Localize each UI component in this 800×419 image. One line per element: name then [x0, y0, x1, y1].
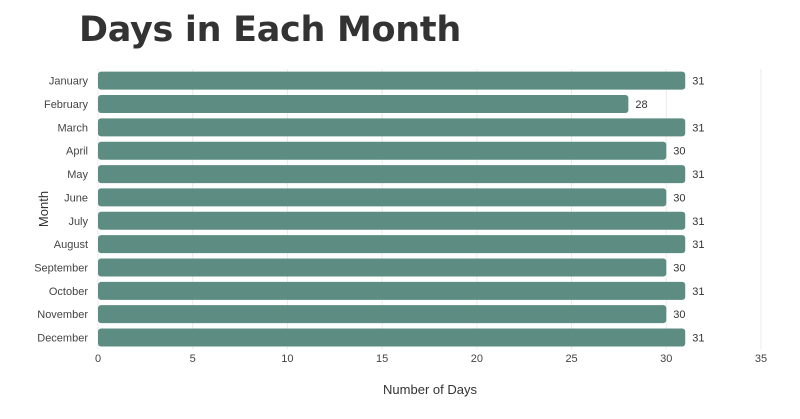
data-label: 30 — [673, 192, 685, 204]
data-label: 31 — [692, 76, 704, 88]
bar — [98, 211, 686, 230]
x-tick-label: 35 — [755, 353, 767, 365]
bar — [98, 305, 667, 324]
x-tick-label: 10 — [281, 353, 293, 365]
y-tick-label: November — [37, 309, 88, 321]
data-label: 28 — [635, 99, 647, 111]
y-tick-label: August — [54, 239, 88, 251]
x-tick-label: 0 — [95, 353, 101, 365]
y-tick-label: July — [68, 216, 88, 228]
y-axis-title: Month — [36, 191, 51, 227]
data-label: 31 — [692, 333, 704, 345]
y-tick-label: February — [44, 99, 89, 111]
chart-title: Days in Each Month — [79, 10, 461, 50]
x-tick-labels: 0 5 10 15 20 25 30 35 — [95, 353, 767, 365]
data-label: 30 — [673, 309, 685, 321]
y-tick-label: September — [34, 262, 88, 274]
data-label: 31 — [692, 216, 704, 228]
x-tick-label: 20 — [471, 353, 483, 365]
x-tick-label: 5 — [190, 353, 196, 365]
bar — [98, 281, 686, 300]
y-tick-label: June — [64, 192, 88, 204]
y-tick-labels: January February March April May June July Augu… — [34, 76, 88, 345]
bar — [98, 235, 686, 254]
data-label: 31 — [692, 239, 704, 251]
y-tick-label: January — [49, 76, 89, 88]
data-label: 31 — [692, 122, 704, 134]
bar — [98, 118, 686, 137]
y-tick-label: October — [49, 286, 88, 298]
data-labels: 31 28 31 30 31 30 31 31 30 31 30 31 — [635, 76, 704, 345]
y-tick-label: December — [37, 333, 88, 345]
data-label: 31 — [692, 286, 704, 298]
y-tick-label: March — [57, 122, 88, 134]
bar — [98, 328, 686, 347]
gridlines — [97, 69, 762, 350]
data-label: 30 — [673, 146, 685, 158]
bar — [98, 71, 686, 90]
bar — [98, 165, 686, 184]
y-tick-label: April — [66, 146, 88, 158]
data-label: 30 — [673, 262, 685, 274]
bars — [98, 71, 686, 347]
bar — [98, 188, 667, 207]
x-tick-label: 30 — [660, 353, 672, 365]
data-label: 31 — [692, 169, 704, 181]
x-axis-title: Number of Days — [383, 382, 477, 397]
x-tick-label: 25 — [565, 353, 577, 365]
bar — [98, 95, 629, 114]
x-tick-label: 15 — [376, 353, 388, 365]
bar — [98, 141, 667, 160]
bar — [98, 258, 667, 277]
y-tick-label: May — [67, 169, 88, 181]
